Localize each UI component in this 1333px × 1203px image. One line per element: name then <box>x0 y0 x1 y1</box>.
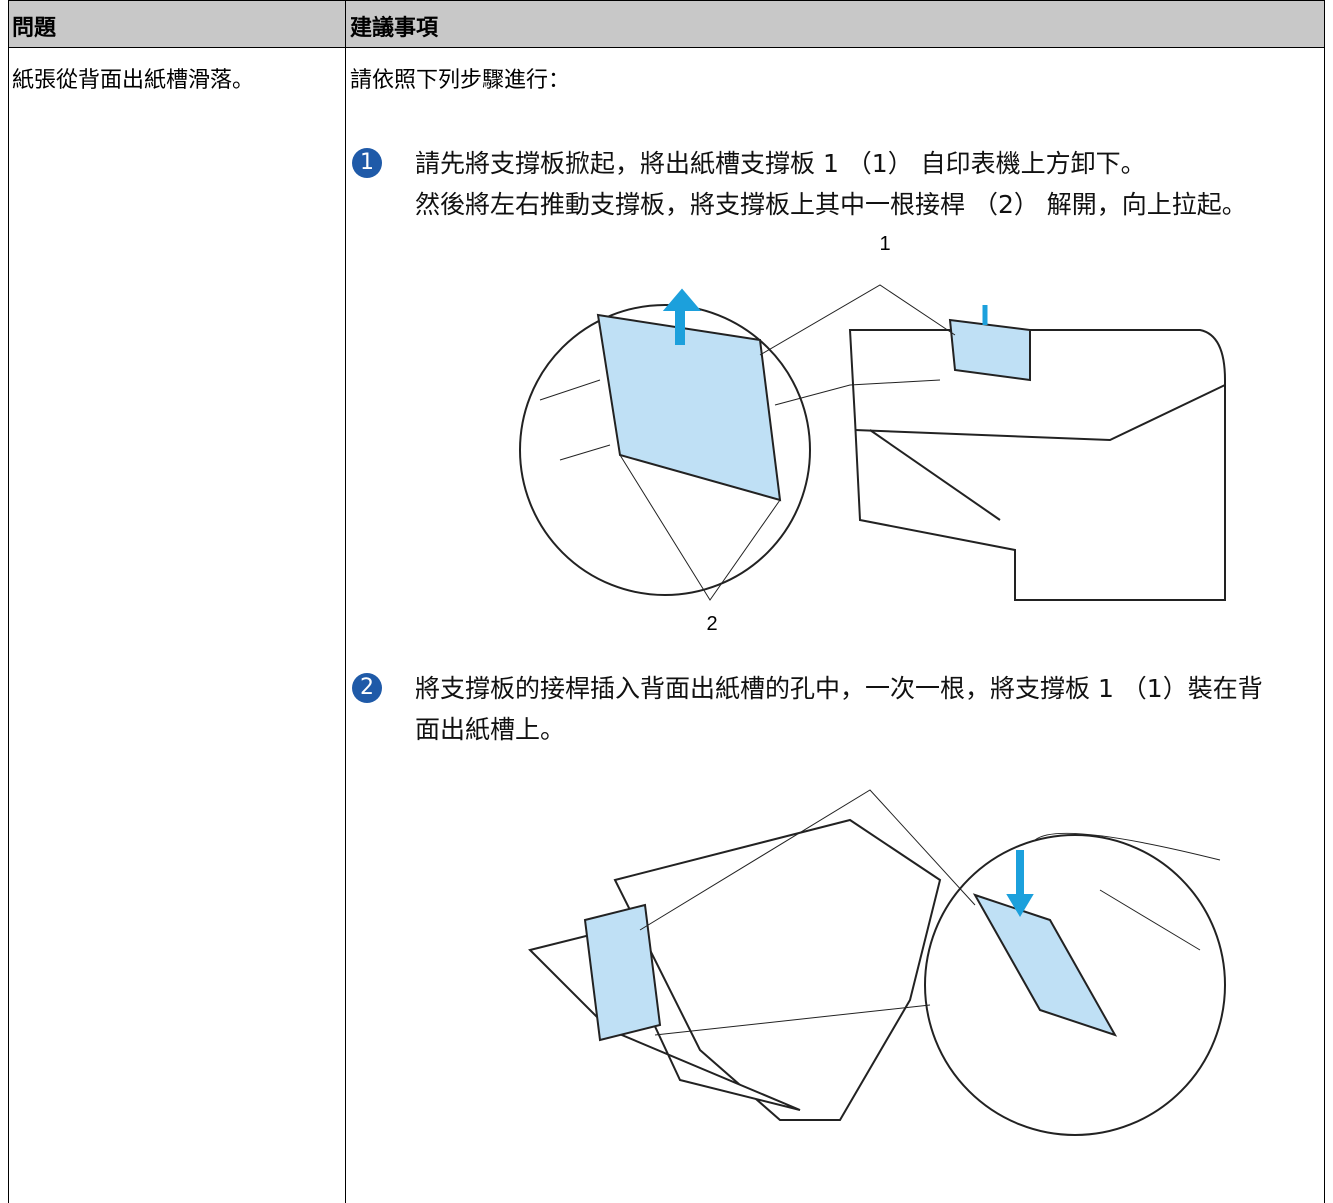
suggestion-cell: 請依照下列步驟進行： <box>350 68 571 93</box>
step-number: 1 <box>352 148 382 178</box>
problem-cell: 紙張從背面出紙槽滑落。 <box>12 68 255 93</box>
figure-1 <box>519 284 1226 601</box>
step-text: 請先將支撐板掀起，將出紙槽支撐板 1 （1） 自印表機上方卸下。 然後將左右推動… <box>415 143 1315 225</box>
column-divider <box>345 0 346 1203</box>
paragraph: 然後將左右推動支撐板，將支撐板上其中一根接桿 （2） 解開，向上拉起。 <box>415 190 1247 219</box>
figure-label: 1 <box>879 233 890 255</box>
paragraph: 請先將支撐板掀起，將出紙槽支撐板 1 （1） 自印表機上方卸下。 <box>415 149 1146 178</box>
header-row <box>8 0 1325 48</box>
figure-2 <box>528 789 1226 1136</box>
table-border <box>8 0 1325 1203</box>
header-cell: 問題 <box>12 16 57 41</box>
step-number: 2 <box>352 673 382 703</box>
paragraph: 將支撐板的接桿插入背面出紙槽的孔中，一次一根，將支撐板 1 （1）裝在背面出紙槽… <box>415 674 1263 744</box>
header-cell: 建議事項 <box>350 16 439 41</box>
step-text: 將支撐板的接桿插入背面出紙槽的孔中，一次一根，將支撐板 1 （1）裝在背面出紙槽… <box>415 668 1285 750</box>
figure-label: 2 <box>706 613 717 635</box>
top-border <box>8 0 1325 1</box>
